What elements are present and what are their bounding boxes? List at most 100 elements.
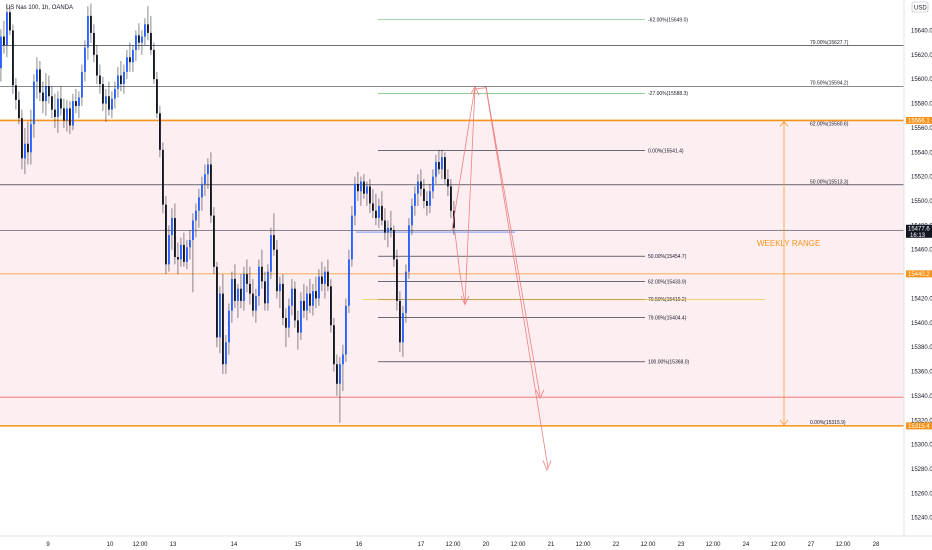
candle xyxy=(357,171,359,201)
candle xyxy=(222,274,224,374)
candle xyxy=(54,93,56,128)
candle-body xyxy=(357,183,359,192)
candle-body xyxy=(99,75,101,85)
candle-body xyxy=(132,49,134,63)
time-tick-label: 12:00 xyxy=(575,542,591,548)
candle-body xyxy=(417,181,419,194)
time-tick-label: 14 xyxy=(231,542,238,548)
candle xyxy=(231,271,233,323)
candle xyxy=(117,67,119,98)
weekly-range-zone-layer xyxy=(0,119,904,427)
candle-body xyxy=(180,244,182,260)
candle xyxy=(435,154,437,184)
candle xyxy=(129,42,131,72)
candle xyxy=(267,264,269,311)
candle-body xyxy=(159,113,161,150)
candle-body xyxy=(135,35,137,50)
candle-body xyxy=(366,186,368,194)
candle xyxy=(186,239,188,270)
price-tag-bg xyxy=(906,422,932,430)
time-tick-label: 9 xyxy=(46,542,50,548)
candle-body xyxy=(399,300,401,343)
candle xyxy=(285,308,287,348)
candle xyxy=(288,298,290,338)
price-tag-text: 15477.6 xyxy=(908,226,930,232)
candle xyxy=(36,57,38,99)
candle xyxy=(60,86,62,116)
time-tick-label: 12:00 xyxy=(705,542,721,548)
time-tick-label: 12:00 xyxy=(445,542,461,548)
candle xyxy=(225,335,227,374)
price-axis-tags: 15566.1 15477.616:13 15440.2 15315.4 xyxy=(906,116,932,430)
price-tick-label: 15460.0 xyxy=(911,248,932,254)
time-tick-label: 23 xyxy=(678,542,685,548)
candle-body xyxy=(0,36,2,69)
candle xyxy=(111,91,113,119)
candle-body xyxy=(207,164,209,175)
candle xyxy=(372,188,374,219)
candle xyxy=(0,29,2,82)
candle-body xyxy=(156,79,158,114)
candle xyxy=(420,169,422,197)
candle-body xyxy=(189,239,191,248)
candle-body xyxy=(138,35,140,43)
candle-body xyxy=(69,108,71,126)
candle xyxy=(87,6,89,60)
symbol-title[interactable]: US Nas 100, 1h, OANDA xyxy=(6,5,73,11)
candle-body xyxy=(120,75,122,85)
candle xyxy=(141,30,143,55)
candle-body xyxy=(51,96,53,110)
candle xyxy=(213,207,215,275)
candle xyxy=(252,278,254,317)
candle-body xyxy=(144,24,146,37)
candle xyxy=(348,249,350,314)
candle-body xyxy=(30,124,32,153)
candle xyxy=(66,99,68,132)
weekly-range-arrow-head-up xyxy=(779,120,789,127)
price-axis[interactable]: 15640.0 15620.0 15600.0 15580.0 15560.0 15540… xyxy=(903,0,932,536)
candle-body xyxy=(339,364,341,384)
candle-body xyxy=(42,92,44,102)
candle-body xyxy=(36,69,38,82)
candle-body xyxy=(102,84,104,104)
candle-body xyxy=(171,218,173,236)
candle-body xyxy=(255,296,257,311)
time-tick-label: 12:00 xyxy=(510,542,526,548)
time-tick-label: 10 xyxy=(107,542,114,548)
candle xyxy=(114,81,116,109)
candle xyxy=(72,93,74,131)
candle-body xyxy=(243,274,245,301)
candle-body xyxy=(66,108,68,121)
fib-extension-label: 79.00%(15404.4) xyxy=(648,315,687,321)
candle xyxy=(300,292,302,340)
price-tag: 15440.2 xyxy=(906,270,932,278)
candle xyxy=(3,20,5,54)
price-tag-text: 15440.2 xyxy=(908,272,930,278)
candle-body xyxy=(111,98,113,110)
candle-body xyxy=(177,257,179,260)
candle xyxy=(105,88,107,122)
candle xyxy=(108,81,110,116)
price-tick-label: 15500.0 xyxy=(911,199,932,205)
candle-body xyxy=(123,71,125,85)
candle-body xyxy=(24,143,26,159)
candle xyxy=(312,283,314,316)
price-tag: 15566.1 xyxy=(906,116,932,124)
time-tick-label: 15 xyxy=(295,542,302,548)
currency-button[interactable] xyxy=(911,1,929,13)
candle xyxy=(24,127,26,175)
candle xyxy=(381,191,383,226)
candle xyxy=(336,354,338,396)
candle-body xyxy=(393,230,395,260)
candle xyxy=(309,278,311,314)
candle xyxy=(198,188,200,228)
candle-body xyxy=(282,283,284,318)
candle xyxy=(423,179,425,209)
candle-body xyxy=(237,288,239,301)
candle xyxy=(249,266,251,305)
time-axis[interactable]: 9 10 12:00 13 14 15 16 17 12:00 20 12:00 21 12:00 22 1… xyxy=(0,535,932,548)
candle-body xyxy=(354,183,356,216)
candle xyxy=(354,176,356,226)
candle-body xyxy=(204,174,206,184)
